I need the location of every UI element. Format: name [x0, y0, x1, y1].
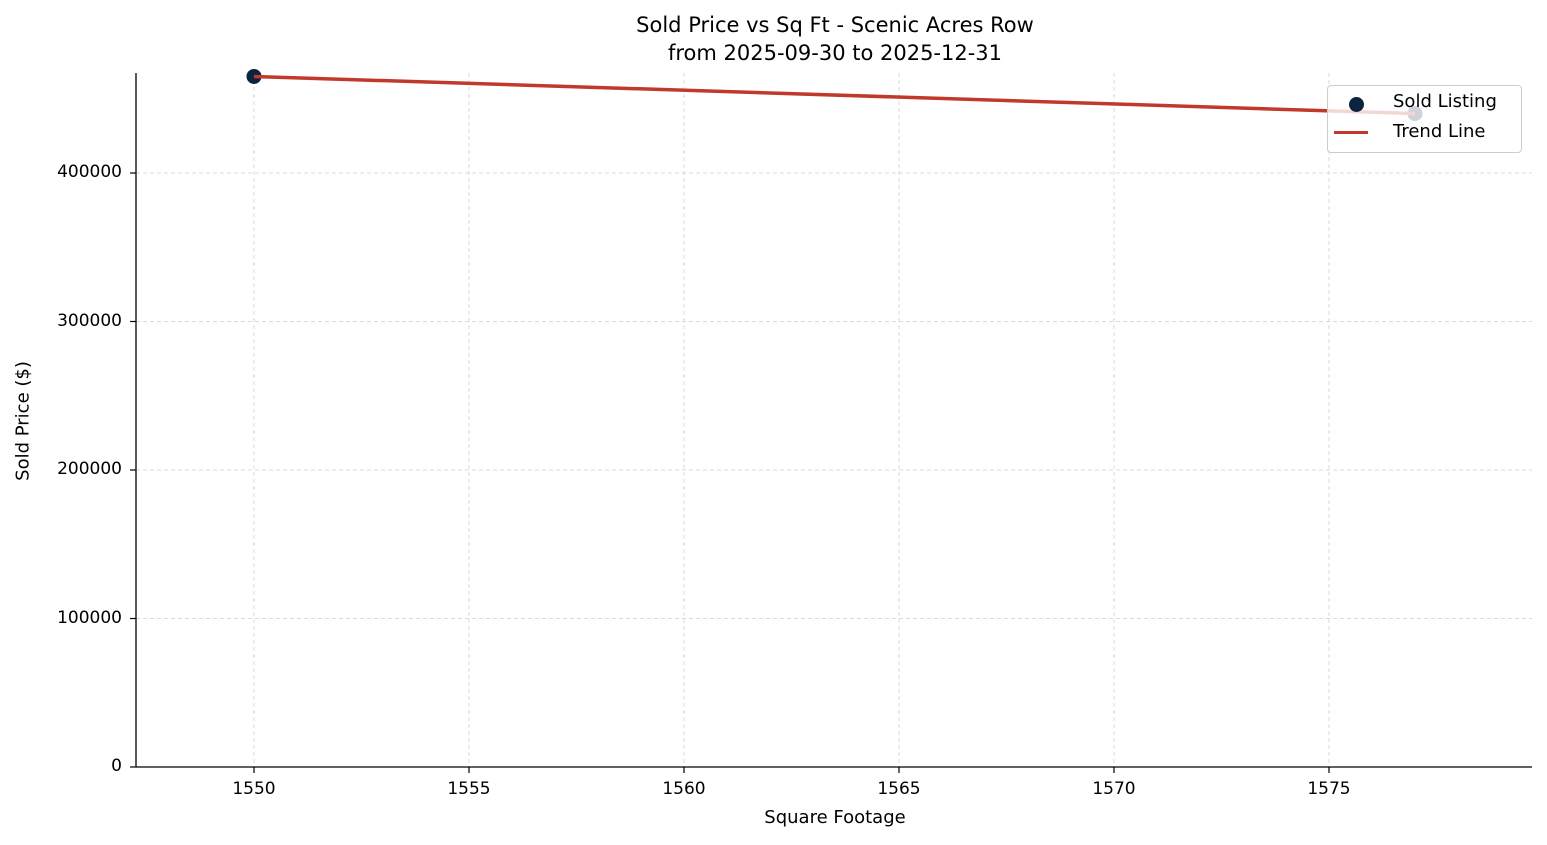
- chart-subtitle: from 2025-09-30 to 2025-12-31: [667, 41, 1003, 65]
- y-tick-label: 200000: [57, 459, 122, 479]
- x-tick-label: 1575: [1307, 779, 1351, 799]
- x-tick-label: 1560: [662, 779, 706, 799]
- x-tick-label: 1550: [232, 779, 276, 799]
- legend: Sold Listing Trend Line: [1327, 85, 1522, 153]
- y-tick-label: 400000: [57, 162, 122, 182]
- x-axis-label: Square Footage: [764, 807, 906, 828]
- x-tick-label: 1570: [1092, 779, 1136, 799]
- y-tick-label: 100000: [57, 607, 122, 628]
- chart-title: Sold Price vs Sq Ft - Scenic Acres Row: [636, 13, 1034, 37]
- y-tick-label: 0: [111, 756, 122, 776]
- line-swatch-icon: [1334, 131, 1368, 134]
- scatter-marker-icon: [1349, 97, 1364, 112]
- gridlines: [136, 73, 1532, 767]
- x-tick-label: 1565: [877, 779, 921, 799]
- trend-line: [253, 74, 1416, 116]
- axes: [135, 73, 1532, 768]
- y-axis-label: Sold Price ($): [12, 361, 34, 481]
- x-tick-label: 1555: [447, 779, 491, 799]
- y-tick-label: 300000: [57, 310, 122, 331]
